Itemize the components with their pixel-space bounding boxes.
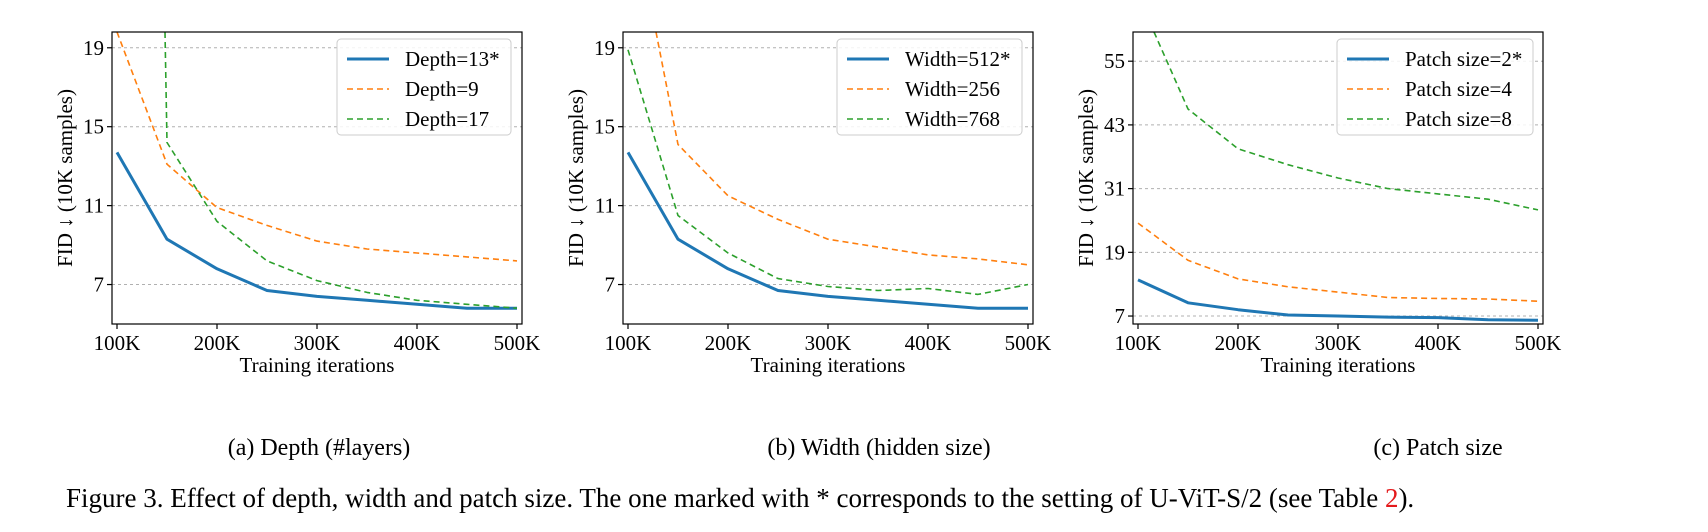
legend-label: Patch size=8	[1405, 107, 1512, 131]
caption-text: Figure 3. Effect of depth, width and pat…	[66, 483, 1385, 513]
x-tick-label: 500K	[1005, 331, 1052, 355]
x-axis-label: Training iterations	[751, 353, 906, 377]
legend-label: Width=512*	[905, 47, 1011, 71]
legend-box	[336, 38, 512, 136]
legend: Patch size=2* Patch size=4 Patch size=8	[1336, 38, 1534, 136]
x-tick-label: 300K	[294, 331, 341, 355]
subcaption-c: (c) Patch size	[1373, 435, 1503, 461]
y-axis-label: FID ↓ (10K samples)	[564, 89, 588, 267]
y-tick-label: 19	[1104, 240, 1125, 264]
y-tick-label: 19	[594, 36, 615, 60]
chart-panel-1: 7 11 15 19 100K 200K 300K 400K 500K Training iter…	[564, 31, 1052, 377]
legend-label: Depth=17	[405, 107, 489, 131]
x-tick-label: 400K	[905, 331, 952, 355]
y-tick-label: 43	[1104, 113, 1125, 137]
x-tick-label: 200K	[705, 331, 752, 355]
y-tick-label: 11	[84, 194, 104, 218]
y-tick-label: 55	[1104, 49, 1125, 73]
y-axis-label: FID ↓ (10K samples)	[53, 89, 77, 267]
x-tick-label: 300K	[1315, 331, 1362, 355]
caption-table-ref[interactable]: 2	[1384, 483, 1399, 513]
series-line-2-0	[1137, 278, 1539, 322]
series-line-0-0	[115, 151, 517, 310]
legend-box	[1336, 38, 1534, 136]
y-tick-label: 15	[594, 115, 615, 139]
x-tick-label: 100K	[605, 331, 652, 355]
series-line-0-2	[164, 32, 518, 309]
y-tick-label: 15	[83, 115, 104, 139]
x-tick-label: 100K	[1115, 331, 1162, 355]
subcaption-a: (a) Depth (#layers)	[227, 435, 411, 461]
subcaption-b: (b) Width (hidden size)	[767, 435, 991, 461]
legend-label: Width=768	[905, 107, 1000, 131]
series-line-1-1	[655, 32, 1029, 266]
legend-label: Patch size=4	[1405, 77, 1512, 101]
y-tick-label: 11	[595, 194, 615, 218]
x-tick-label: 100K	[94, 331, 141, 355]
y-tick-label: 7	[1115, 304, 1126, 328]
x-tick-label: 500K	[1515, 331, 1562, 355]
caption-end: ).	[1398, 483, 1415, 513]
series-line-2-1	[1137, 222, 1539, 302]
series-line-0-1	[116, 32, 518, 262]
y-tick-label: 19	[83, 36, 104, 60]
series-line-1-2	[627, 49, 1029, 296]
legend: Width=512* Width=256 Width=768	[836, 38, 1023, 136]
y-tick-label: 31	[1104, 177, 1125, 201]
x-tick-label: 400K	[1415, 331, 1462, 355]
x-tick-label: 500K	[494, 331, 541, 355]
chart-panel-2: 7 19 31 43 55 100K 200K 300K 400K 500K Training it…	[1074, 31, 1562, 377]
x-tick-label: 400K	[394, 331, 441, 355]
legend-label: Depth=13*	[405, 47, 500, 71]
x-tick-label: 200K	[1215, 331, 1262, 355]
series-line-2-2	[1153, 32, 1539, 211]
x-axis-label: Training iterations	[240, 353, 395, 377]
series-line-1-0	[626, 151, 1028, 310]
y-axis-label: FID ↓ (10K samples)	[1074, 89, 1098, 267]
x-tick-label: 200K	[194, 331, 241, 355]
figure-caption: Figure 3. Effect of depth, width and pat…	[66, 482, 1696, 514]
legend-label: Width=256	[905, 77, 1000, 101]
legend-label: Patch size=2*	[1405, 47, 1522, 71]
legend-label: Depth=9	[405, 77, 479, 101]
x-tick-label: 300K	[805, 331, 852, 355]
legend-box	[836, 38, 1023, 136]
y-tick-label: 7	[94, 273, 105, 297]
chart-panel-0: 7 11 15 19 100K 200K 300K 400K 500K Training iter…	[53, 31, 541, 377]
legend: Depth=13* Depth=9 Depth=17	[336, 38, 512, 136]
x-axis-label: Training iterations	[1261, 353, 1416, 377]
y-tick-label: 7	[605, 273, 616, 297]
